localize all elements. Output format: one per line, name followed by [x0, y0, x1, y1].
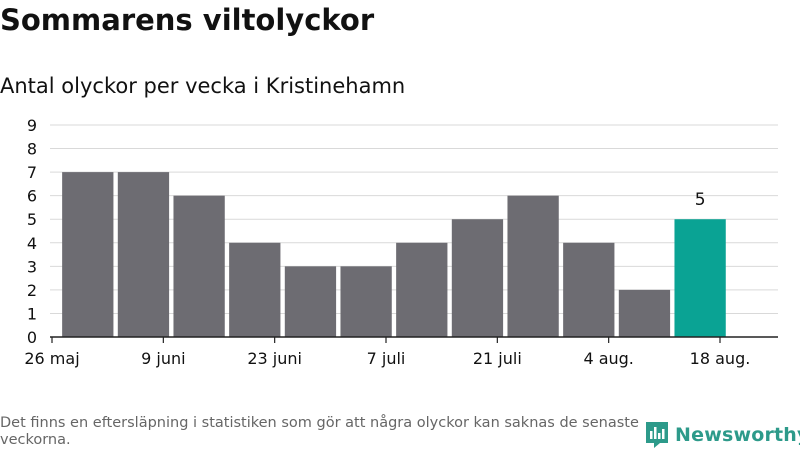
- bar: [507, 195, 559, 337]
- y-tick-label: 8: [27, 140, 37, 159]
- x-tick-label: 9 juni: [141, 349, 185, 368]
- y-axis-ticks: 0 1 2 3 4 5 6 7 8 9: [27, 116, 37, 347]
- chart-subtitle: Antal olyckor per vecka i Kristinehamn: [0, 74, 406, 98]
- bar: [284, 266, 337, 337]
- x-tick-label: 21 juli: [473, 349, 522, 368]
- x-axis-ticks: 26 maj 9 juni 23 juni 7 juli 21 juli 4 aug. 18…: [24, 337, 750, 368]
- bars: [62, 172, 726, 337]
- x-tick-label: 23 juni: [247, 349, 302, 368]
- y-tick-label: 5: [27, 210, 37, 229]
- bar: [340, 266, 392, 337]
- bar: [618, 289, 671, 337]
- bar: [674, 219, 726, 337]
- x-tick-label: 18 aug.: [690, 349, 751, 368]
- y-tick-label: 6: [27, 187, 37, 206]
- bar: [229, 242, 281, 337]
- bar-chart: 0 1 2 3 4 5 6 7 8 9 5 26 maj 9 juni 23 juni 7 juli 21…: [24, 116, 778, 368]
- y-tick-label: 1: [27, 304, 37, 323]
- bar: [396, 242, 448, 337]
- bar: [117, 172, 170, 337]
- x-tick-label: 4 aug.: [583, 349, 633, 368]
- bar: [451, 219, 504, 337]
- x-tick-label: 7 juli: [367, 349, 406, 368]
- y-tick-label: 2: [27, 281, 37, 300]
- y-tick-label: 4: [27, 234, 37, 253]
- x-tick-label: 26 maj: [24, 349, 79, 368]
- chart-title: Sommarens viltolyckor: [0, 3, 375, 37]
- data-labels: 5: [695, 190, 706, 210]
- brand-name: Newsworthy: [675, 424, 800, 446]
- brand-logo: Newsworthy: [645, 420, 800, 450]
- bar: [563, 242, 615, 337]
- bar: [173, 195, 225, 337]
- data-label: 5: [695, 190, 706, 210]
- y-tick-label: 9: [27, 116, 37, 135]
- y-tick-label: 0: [27, 328, 37, 347]
- newsworthy-logo-icon: [646, 422, 668, 448]
- footnote: Det finns en eftersläpning i statistiken…: [0, 415, 639, 448]
- y-tick-label: 3: [27, 257, 37, 276]
- bar: [62, 172, 114, 337]
- y-tick-label: 7: [27, 163, 37, 182]
